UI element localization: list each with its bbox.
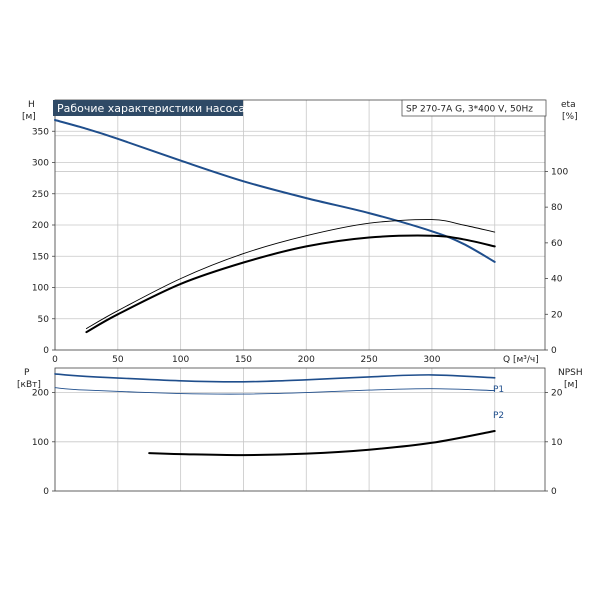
right-tick-label: 40 bbox=[551, 275, 563, 285]
left-tick-label: 350 bbox=[32, 127, 49, 137]
model-label-box bbox=[401, 99, 547, 117]
series-line-0-1 bbox=[85, 219, 496, 330]
top-right-axis-name: eta bbox=[561, 100, 576, 110]
right-tick-label: 0 bbox=[551, 346, 557, 356]
series-line-0-0 bbox=[54, 119, 496, 263]
right-tick-label: 100 bbox=[551, 167, 568, 177]
left-tick-label: 250 bbox=[32, 190, 49, 200]
series-label-p1: P1 bbox=[493, 385, 504, 395]
left-tick-label: 100 bbox=[32, 438, 49, 448]
x-tick-label: 50 bbox=[112, 355, 124, 365]
x-tick-label: 0 bbox=[52, 355, 58, 365]
x-tick-label: 200 bbox=[298, 355, 315, 365]
bottom-left-axis-unit: [кВт] bbox=[17, 380, 41, 390]
series-line-1-0 bbox=[54, 373, 496, 383]
top-left-axis-unit: [м] bbox=[22, 112, 36, 122]
grid-layer bbox=[54, 100, 545, 492]
series-layer bbox=[54, 119, 496, 457]
right-tick-label: 20 bbox=[551, 389, 563, 399]
chart-title-background bbox=[53, 100, 243, 116]
right-tick-label: 20 bbox=[551, 310, 563, 320]
right-tick-label: 80 bbox=[551, 203, 563, 213]
chart-title: Рабочие характеристики насоса bbox=[57, 102, 245, 115]
x-tick-label: 250 bbox=[361, 355, 378, 365]
top-left-axis-name: H bbox=[28, 100, 35, 110]
x-tick-label: 300 bbox=[423, 355, 440, 365]
left-tick-label: 50 bbox=[38, 315, 50, 325]
left-tick-label: 200 bbox=[32, 389, 49, 399]
x-tick-label: 100 bbox=[172, 355, 189, 365]
plot-frame bbox=[54, 367, 546, 492]
bottom-right-axis-unit: [м] bbox=[564, 380, 578, 390]
left-tick-label: 150 bbox=[32, 252, 49, 262]
series-line-0-2 bbox=[85, 234, 496, 334]
series-label-p2: P2 bbox=[493, 411, 504, 421]
series-line-1-1 bbox=[54, 387, 496, 395]
right-tick-label: 10 bbox=[551, 438, 563, 448]
left-tick-label: 300 bbox=[32, 159, 49, 169]
right-tick-label: 60 bbox=[551, 239, 563, 249]
x-tick-label: 150 bbox=[235, 355, 252, 365]
left-tick-label: 0 bbox=[43, 346, 49, 356]
top-right-axis-unit: [%] bbox=[562, 112, 578, 122]
left-tick-label: 200 bbox=[32, 221, 49, 231]
bottom-right-axis-name: NPSH bbox=[558, 368, 583, 378]
x-axis-label: Q [м³/ч] bbox=[503, 355, 539, 365]
axes-layer bbox=[52, 99, 548, 492]
left-tick-label: 100 bbox=[32, 284, 49, 294]
right-tick-label: 0 bbox=[551, 487, 557, 497]
left-tick-label: 0 bbox=[43, 487, 49, 497]
model-label: SP 270-7A G, 3*400 V, 50Hz bbox=[406, 105, 533, 115]
series-line-1-2 bbox=[148, 430, 496, 457]
bottom-left-axis-name: P bbox=[24, 368, 30, 378]
